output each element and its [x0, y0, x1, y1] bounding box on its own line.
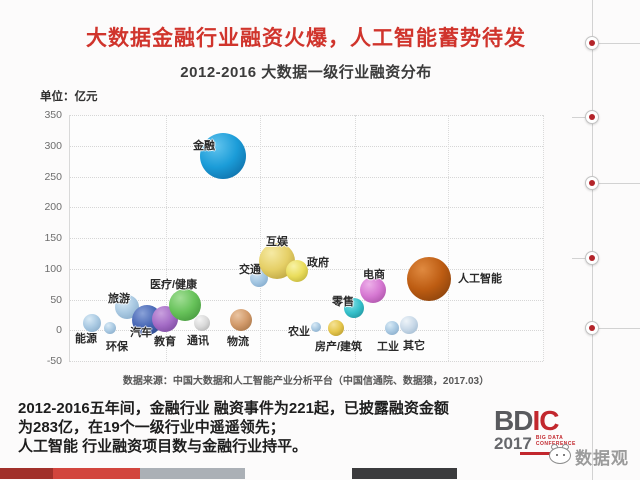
bubble-label-电商: 电商	[363, 269, 385, 282]
bubble-chart-plot-area: 350 300 250 200 150 100 50 0 -50 能源 环保 旅游汽车 教育 医疗/健康通…	[44, 109, 544, 367]
y-axis-tick-label: 150	[44, 232, 62, 244]
summary-line-2: 为283亿，在19个一级行业中遥遥领先；	[18, 419, 285, 436]
bubble-label-房产/建筑: 房产/建筑	[315, 340, 363, 353]
y-gridline	[69, 207, 543, 209]
y-gridline	[69, 115, 543, 116]
y-axis-tick-label: 0	[56, 324, 62, 337]
timeline-node-icon	[585, 110, 599, 124]
bottom-bar-segment	[0, 468, 53, 479]
y-gridline	[69, 361, 543, 362]
x-gridline	[69, 115, 70, 361]
bubble-人工智能	[407, 256, 451, 301]
y-gridline	[69, 145, 543, 147]
bubble-电商	[360, 277, 386, 304]
bubble-工业	[385, 320, 399, 335]
data-source-note: 数据来源：中国大数据和人工智能产业分析平台（中国信通院、数据猿，2017.03）	[122, 376, 490, 387]
bubble-房产/建筑	[328, 319, 344, 336]
timeline-connector-line	[599, 43, 640, 44]
bottom-bar-segment	[352, 468, 457, 479]
y-axis-tick-label: -50	[46, 355, 62, 367]
bubble-label-农业: 农业	[288, 325, 310, 338]
bdic-logo-wordmark: BDIC	[494, 407, 614, 435]
bubble-label-环保: 环保	[106, 341, 128, 354]
summary-line-1: 2012-2016五年间，金融行业 融资事件为221起，已披露融资金额	[18, 400, 449, 417]
timeline-node-dot	[589, 180, 595, 186]
y-gridline	[69, 176, 543, 178]
bubble-label-其它: 其它	[403, 339, 425, 352]
bubble-通讯	[194, 314, 210, 331]
bdic-logo: BDIC 2017 BIG DATA CONFERENCE	[494, 407, 614, 455]
y-axis-tick-label: 300	[44, 139, 62, 152]
timeline-node-icon	[585, 36, 599, 50]
timeline-vertical-line	[592, 0, 593, 480]
x-gridline	[166, 115, 167, 361]
bubble-政府	[286, 259, 308, 282]
logo-year: 2017	[494, 434, 532, 453]
y-axis-tick-label: 100	[44, 262, 62, 275]
bubble-label-工业: 工业	[377, 340, 399, 353]
y-axis-tick-label: 50	[50, 293, 62, 306]
bubble-label-政府: 政府	[307, 256, 329, 269]
bubble-label-零售: 零售	[332, 296, 354, 309]
logo-red-underline	[520, 452, 550, 455]
timeline-node-icon	[585, 176, 599, 190]
timeline-node-dot	[589, 255, 595, 261]
bubble-label-金融: 金融	[193, 140, 215, 153]
bubble-label-通讯: 通讯	[187, 334, 209, 347]
mascot-icon	[549, 444, 572, 465]
mascot-eye-icon	[556, 454, 558, 456]
y-gridline	[69, 238, 543, 239]
mascot-face-icon	[549, 447, 571, 464]
bubble-label-交通: 交通	[239, 263, 261, 276]
brand-name: 数据观	[575, 449, 629, 468]
timeline-connector-line	[599, 328, 640, 329]
bubble-环保	[104, 322, 116, 335]
x-gridline	[448, 115, 449, 361]
timeline-connector-line	[572, 117, 586, 118]
bottom-bar-segment	[53, 468, 140, 479]
logo-small-line-1: BIG DATA	[535, 435, 564, 441]
bubble-医疗/健康	[169, 289, 201, 322]
bubble-label-人工智能: 人工智能	[458, 272, 502, 285]
summary-line-3: 人工智能 行业融资项目数与金融行业持平。	[18, 438, 308, 455]
x-gridline	[543, 115, 544, 361]
timeline-node-dot	[589, 40, 595, 46]
timeline-connector-line	[599, 183, 640, 184]
timeline-node-dot	[589, 114, 595, 120]
y-axis-tick-label: 350	[44, 109, 62, 121]
bubble-金融	[200, 133, 246, 180]
timeline-node-dot	[589, 325, 595, 331]
y-axis-tick-label: 250	[44, 170, 62, 183]
x-gridline	[355, 115, 356, 361]
bubble-label-汽车: 汽车	[130, 326, 152, 339]
timeline-node-icon	[585, 251, 599, 265]
chart-title: 2012-2016 大数据一级行业融资分布	[180, 64, 432, 81]
bubble-农业	[311, 321, 321, 332]
bubble-label-能源: 能源	[75, 332, 97, 345]
bubble-label-医疗/健康: 医疗/健康	[150, 279, 198, 292]
x-gridline	[260, 115, 261, 361]
logo-text-gray: BD	[494, 405, 533, 436]
bubble-物流	[230, 308, 252, 331]
summary-text: 2012-2016五年间，金融行业 融资事件为221起，已披露融资金额 为283…	[18, 399, 498, 456]
bubble-label-旅游: 旅游	[108, 292, 130, 305]
bubble-label-互娱: 互娱	[266, 235, 288, 248]
bubble-零售	[344, 298, 364, 319]
bubble-label-物流: 物流	[227, 335, 249, 348]
y-axis-tick-label: 200	[44, 201, 62, 214]
bottom-bar-segment	[140, 468, 245, 479]
bubble-能源	[83, 313, 101, 332]
y-gridline	[69, 299, 543, 301]
logo-text-red: IC	[532, 405, 559, 436]
y-gridline	[69, 330, 543, 332]
timeline-node-icon	[585, 321, 599, 335]
page-title: 大数据金融行业融资火爆，人工智能蓄势待发	[86, 27, 526, 50]
bubble-其它	[400, 315, 418, 334]
mascot-eye-icon	[563, 454, 565, 456]
unit-label: 单位：亿元	[40, 91, 98, 103]
timeline-connector-line	[572, 258, 586, 259]
bubble-label-教育: 教育	[154, 336, 176, 349]
